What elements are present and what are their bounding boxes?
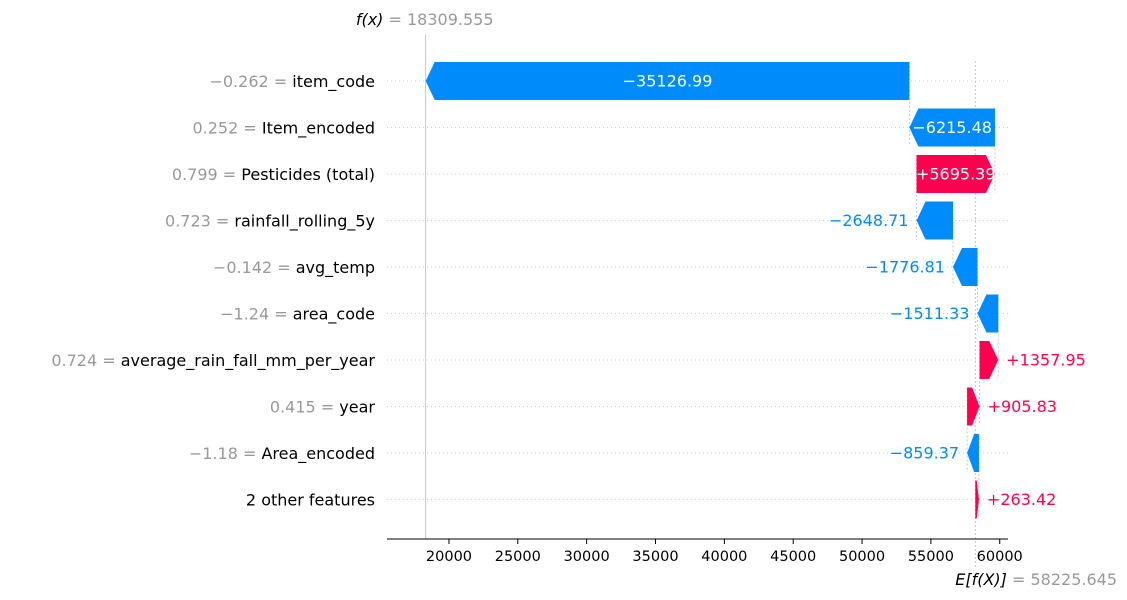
x-tick-label: 45000 bbox=[770, 549, 816, 565]
reference-lines bbox=[425, 34, 999, 567]
feature-label: −1.18 = Area_encoded bbox=[189, 444, 375, 464]
feature-label: −0.142 = avg_temp bbox=[213, 258, 375, 278]
feature-value: −1.24 = bbox=[220, 305, 293, 324]
feature-name: Area_encoded bbox=[261, 444, 375, 464]
x-tick-label: 30000 bbox=[564, 549, 610, 565]
bar-rainfall-rolling-5y bbox=[916, 201, 953, 240]
feature-label: 0.415 = year bbox=[270, 398, 376, 417]
fx-annotation: f(x) = 18309.555 bbox=[356, 10, 494, 29]
feature-name: item_code bbox=[292, 72, 375, 92]
bar-area-code bbox=[977, 294, 999, 333]
feature-label: 0.252 = Item_encoded bbox=[192, 119, 375, 139]
x-tick-label: 25000 bbox=[495, 549, 541, 565]
bar-value-label: +263.42 bbox=[987, 490, 1056, 509]
annotations: f(x) = 18309.555 E[f(X)] = 58225.645 bbox=[356, 10, 1117, 589]
bar-item-code bbox=[425, 62, 910, 100]
feature-value: 0.799 = bbox=[172, 165, 241, 184]
bar-value-label: −6215.48 bbox=[912, 118, 992, 137]
bar-value-label: −35126.99 bbox=[623, 72, 713, 91]
ex-annotation: E[f(X)] = 58225.645 bbox=[955, 570, 1117, 589]
bar-value-label: −1776.81 bbox=[865, 258, 945, 277]
bar-average-rain-fall-mm-per-year bbox=[979, 341, 999, 379]
feature-label: 0.724 = average_rain_fall_mm_per_year bbox=[51, 351, 375, 371]
feature-value: 0.724 = bbox=[51, 351, 120, 370]
feature-value: −0.142 = bbox=[213, 258, 296, 277]
x-tick-label: 35000 bbox=[632, 549, 678, 565]
x-tick-label: 55000 bbox=[908, 549, 954, 565]
feature-label: −0.262 = item_code bbox=[209, 72, 375, 92]
bar-year bbox=[967, 387, 980, 426]
feature-label: −1.24 = area_code bbox=[220, 305, 375, 325]
x-tick-label: 40000 bbox=[701, 549, 747, 565]
feature-name: year bbox=[339, 398, 375, 417]
ex-value: = 58225.645 bbox=[1012, 570, 1117, 589]
bar-avg-temp bbox=[952, 248, 978, 286]
ex-label: E[f(X)] bbox=[955, 570, 1012, 589]
feature-value: −0.262 = bbox=[209, 72, 292, 91]
bar-pesticides-total- bbox=[916, 155, 995, 193]
feature-name: avg_temp bbox=[296, 258, 375, 278]
feature-name: 2 other features bbox=[246, 491, 375, 510]
x-tick-label: 60000 bbox=[977, 549, 1023, 565]
feature-name: Pesticides (total) bbox=[241, 165, 375, 184]
x-axis: 20000 25000 30000 35000 40000 45000 50000 55000… bbox=[387, 538, 1023, 565]
bar-value-label: −2648.71 bbox=[829, 211, 909, 230]
feature-value: 0.723 = bbox=[165, 212, 234, 231]
feature-name: rainfall_rolling_5y bbox=[234, 212, 375, 232]
feature-name: average_rain_fall_mm_per_year bbox=[121, 351, 376, 371]
fx-value: = 18309.555 bbox=[389, 10, 494, 29]
feature-name: area_code bbox=[293, 305, 375, 325]
bar-item-encoded bbox=[909, 108, 995, 147]
feature-label: 0.799 = Pesticides (total) bbox=[172, 165, 375, 184]
feature-label: 2 other features bbox=[246, 491, 375, 510]
fx-label: f(x) bbox=[356, 10, 389, 29]
bars: −35126.99 −6215.48 +5695.39 −2648.71 −1776.8… bbox=[425, 62, 1086, 519]
feature-value: 0.252 = bbox=[192, 119, 261, 138]
grid-lines bbox=[387, 80, 1008, 500]
bar-2-other-features bbox=[975, 480, 979, 519]
bar-area-encoded bbox=[967, 434, 979, 472]
bar-value-label: −859.37 bbox=[890, 444, 959, 463]
bar-value-label: +1357.95 bbox=[1006, 351, 1086, 370]
feature-value: 0.415 = bbox=[270, 398, 339, 417]
feature-name: Item_encoded bbox=[262, 119, 375, 139]
bar-value-label: +905.83 bbox=[988, 397, 1057, 416]
feature-value: −1.18 = bbox=[189, 444, 262, 463]
feature-label: 0.723 = rainfall_rolling_5y bbox=[165, 212, 375, 232]
bar-value-label: +5695.39 bbox=[916, 165, 996, 184]
x-tick-label: 20000 bbox=[426, 549, 472, 565]
x-tick-label: 50000 bbox=[839, 549, 885, 565]
bar-value-label: −1511.33 bbox=[890, 304, 970, 323]
